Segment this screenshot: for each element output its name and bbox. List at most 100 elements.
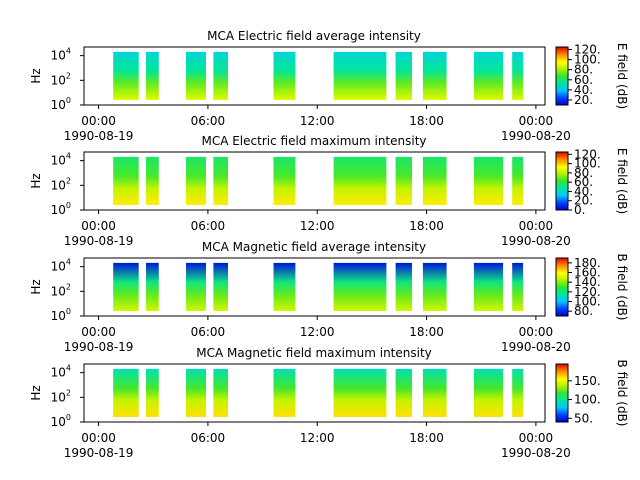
colorbar-label: E field (dB) — [615, 148, 629, 214]
spectrogram-segment — [213, 368, 228, 417]
x-tick-label: 18:00 — [409, 431, 444, 445]
colorbar-tick-label: 120. — [574, 285, 601, 299]
x-tick-label: 18:00 — [409, 325, 444, 339]
colorbar-tick-label: 40. — [574, 83, 593, 97]
y-tick-label: 102 — [51, 388, 71, 404]
spectrogram-segment — [395, 262, 412, 311]
x-date-label: 1990-08-20 — [501, 340, 571, 354]
y-axis-label: Hz — [29, 173, 43, 188]
x-date-label: 1990-08-20 — [501, 129, 571, 143]
colorbar-tick-label: 40. — [574, 184, 593, 198]
spectrogram-segment — [146, 368, 159, 417]
spectrogram-segment — [333, 51, 387, 100]
colorbar-tick-label: 60. — [574, 175, 593, 189]
x-tick-label: 12:00 — [300, 325, 335, 339]
y-tick-label: 104 — [51, 47, 71, 63]
x-tick-label: 00:00 — [81, 431, 116, 445]
y-tick-label: 102 — [51, 176, 71, 192]
spectrogram-segment — [422, 262, 447, 311]
spectrogram-segment — [146, 262, 159, 311]
spectrogram-segment — [473, 51, 504, 100]
y-axis-label: Hz — [29, 385, 43, 400]
y-axis-label: Hz — [29, 68, 43, 83]
colorbar-tick-label: 160. — [574, 266, 601, 280]
colorbar-tick-label: 100. — [574, 295, 601, 309]
colorbar-tick-label: 180. — [574, 256, 601, 270]
x-tick-label: 12:00 — [300, 219, 335, 233]
x-tick-label: 06:00 — [191, 219, 226, 233]
spectrogram-segment — [113, 262, 139, 311]
x-date-label: 1990-08-19 — [64, 446, 134, 460]
panel-title: MCA Magnetic field maximum intensity — [196, 346, 432, 360]
spectrogram-segment — [422, 51, 447, 100]
y-tick-label: 104 — [51, 364, 71, 380]
spectrogram-segment — [113, 51, 139, 100]
x-tick-label: 06:00 — [191, 431, 226, 445]
spectrogram-segment — [473, 262, 504, 311]
colorbar-tick-label: 60. — [574, 73, 593, 87]
spectrogram-segment — [113, 368, 139, 417]
spectrogram-segment — [213, 262, 228, 311]
colorbar — [555, 151, 569, 211]
colorbar-label: E field (dB) — [615, 43, 629, 109]
spectrogram-segment — [333, 368, 387, 417]
panel-3: MCA Magnetic field average intensity Hz 10… — [29, 240, 629, 354]
spectrogram-segment — [273, 156, 296, 205]
spectrogram-segment — [273, 368, 296, 417]
x-tick-label: 18:00 — [409, 219, 444, 233]
y-tick-label: 100 — [51, 413, 71, 429]
colorbar-tick-label: 80. — [574, 166, 593, 180]
x-tick-label: 00:00 — [81, 114, 116, 128]
spectrogram-segment — [473, 368, 504, 417]
y-tick-label: 104 — [51, 152, 71, 168]
spectrogram-segment — [512, 51, 524, 100]
colorbar-tick-label: 120. — [574, 147, 601, 161]
panel-title: MCA Electric field maximum intensity — [201, 134, 426, 148]
spectrogram-segment — [422, 368, 447, 417]
colorbar-tick-label: 100. — [574, 53, 601, 67]
panel-1: MCA Electric field average intensity Hz 10… — [29, 29, 629, 143]
x-tick-label: 06:00 — [191, 114, 226, 128]
x-tick-label: 12:00 — [300, 431, 335, 445]
colorbar — [555, 46, 569, 106]
spectrogram-segment — [186, 51, 206, 100]
colorbar-tick-label: 50. — [574, 411, 593, 425]
spectrogram-segment — [333, 156, 387, 205]
panels: MCA Electric field average intensity Hz 10… — [29, 29, 629, 460]
spectrogram-segment — [186, 262, 206, 311]
spectrogram-segment — [395, 51, 412, 100]
x-tick-label: 00:00 — [81, 325, 116, 339]
spectrogram-segment — [273, 51, 296, 100]
spectrogram-segment — [186, 368, 206, 417]
spectrogram-segment — [213, 156, 228, 205]
panel-2: MCA Electric field maximum intensity Hz 10… — [29, 134, 629, 248]
x-date-label: 1990-08-19 — [64, 129, 134, 143]
spectrogram-segment — [273, 262, 296, 311]
axes-frame — [83, 151, 546, 211]
axes-frame — [83, 257, 546, 317]
x-tick-label: 00:00 — [519, 219, 554, 233]
x-tick-label: 06:00 — [191, 325, 226, 339]
colorbar-tick-label: 80. — [574, 63, 593, 77]
colorbar-tick-label: 100. — [574, 393, 601, 407]
spectrogram-segment — [333, 262, 387, 311]
spectrogram-segment — [512, 156, 524, 205]
colorbar-tick-label: 20. — [574, 93, 593, 107]
x-date-label: 1990-08-20 — [501, 446, 571, 460]
panel-4: MCA Magnetic field maximum intensity Hz 10… — [29, 346, 629, 460]
colorbar-tick-label: 120. — [574, 43, 601, 57]
y-tick-label: 100 — [51, 96, 71, 112]
spectrogram-segment — [213, 51, 228, 100]
colorbar-label: B field (dB) — [615, 254, 629, 321]
spectrogram-segment — [146, 51, 159, 100]
colorbar-tick-label: 150. — [574, 374, 601, 388]
spectrogram-segment — [395, 156, 412, 205]
colorbar-tick-label: 100. — [574, 157, 601, 171]
axes-frame — [83, 363, 546, 423]
colorbar-tick-label: 20. — [574, 194, 593, 208]
x-tick-label: 18:00 — [409, 114, 444, 128]
y-tick-label: 100 — [51, 201, 71, 217]
spectrogram-segment — [473, 156, 504, 205]
x-date-label: 1990-08-20 — [501, 234, 571, 248]
